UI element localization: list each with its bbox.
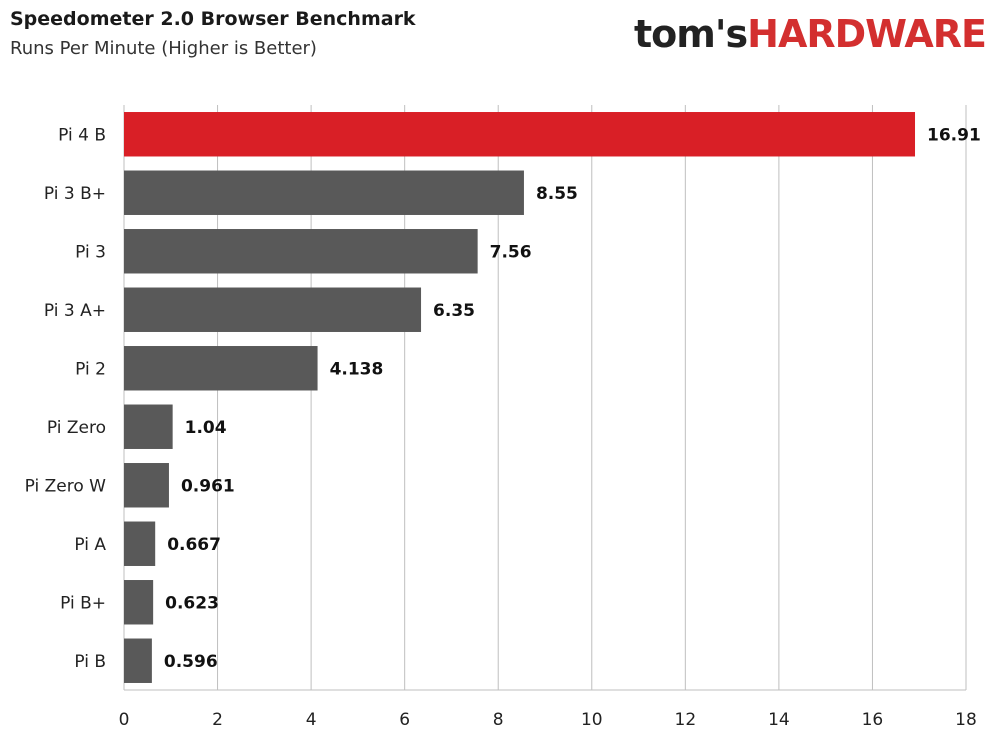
category-label: Pi Zero W	[25, 476, 107, 496]
bars	[124, 112, 916, 683]
value-label: 4.138	[330, 359, 384, 379]
value-label: 0.596	[164, 652, 218, 672]
value-label: 8.55	[536, 184, 578, 204]
value-label: 7.56	[490, 242, 532, 262]
x-tick-label: 6	[399, 710, 410, 730]
bar	[124, 287, 422, 332]
value-label: 0.667	[167, 535, 221, 555]
value-label: 0.961	[181, 476, 235, 496]
value-label: 0.623	[165, 593, 219, 613]
bar	[124, 404, 173, 449]
bar	[124, 229, 478, 274]
value-label: 16.91	[927, 125, 981, 145]
category-label: Pi Zero	[47, 418, 106, 438]
x-tick-label: 12	[675, 710, 697, 730]
logo-text-hardware: HARDWARE	[747, 12, 987, 56]
bar	[124, 638, 152, 683]
x-tick-label: 0	[119, 710, 130, 730]
value-label: 1.04	[185, 418, 227, 438]
category-label: Pi 3 B+	[44, 184, 106, 204]
category-label: Pi 3 A+	[44, 301, 106, 321]
category-label: Pi B+	[60, 593, 106, 613]
x-tick-label: 10	[581, 710, 603, 730]
bar	[124, 580, 154, 625]
bar	[124, 346, 318, 391]
toms-hardware-logo: tom'sHARDWARE	[634, 12, 987, 56]
bar	[124, 463, 169, 508]
chart-title: Speedometer 2.0 Browser Benchmark	[10, 8, 416, 30]
bar	[124, 521, 156, 566]
labels: 0 2 4 6 8 10 12 14 16 18 Pi 4 B 16.91 Pi 3 B+ 8.55 Pi …	[25, 125, 981, 730]
category-label: Pi 3	[75, 242, 106, 262]
x-tick-label: 4	[306, 710, 317, 730]
x-tick-label: 16	[862, 710, 884, 730]
x-tick-label: 18	[955, 710, 977, 730]
category-label: Pi 4 B	[58, 125, 106, 145]
x-tick-label: 14	[768, 710, 790, 730]
logo-text-toms: tom's	[634, 12, 748, 56]
category-label: Pi B	[74, 652, 106, 672]
value-label: 6.35	[433, 301, 475, 321]
x-tick-label: 8	[493, 710, 504, 730]
chart-subtitle: Runs Per Minute (Higher is Better)	[10, 38, 317, 59]
category-label: Pi A	[74, 535, 106, 555]
bar	[124, 170, 524, 215]
x-tick-label: 2	[212, 710, 223, 730]
bar	[124, 112, 916, 157]
category-label: Pi 2	[75, 359, 106, 379]
